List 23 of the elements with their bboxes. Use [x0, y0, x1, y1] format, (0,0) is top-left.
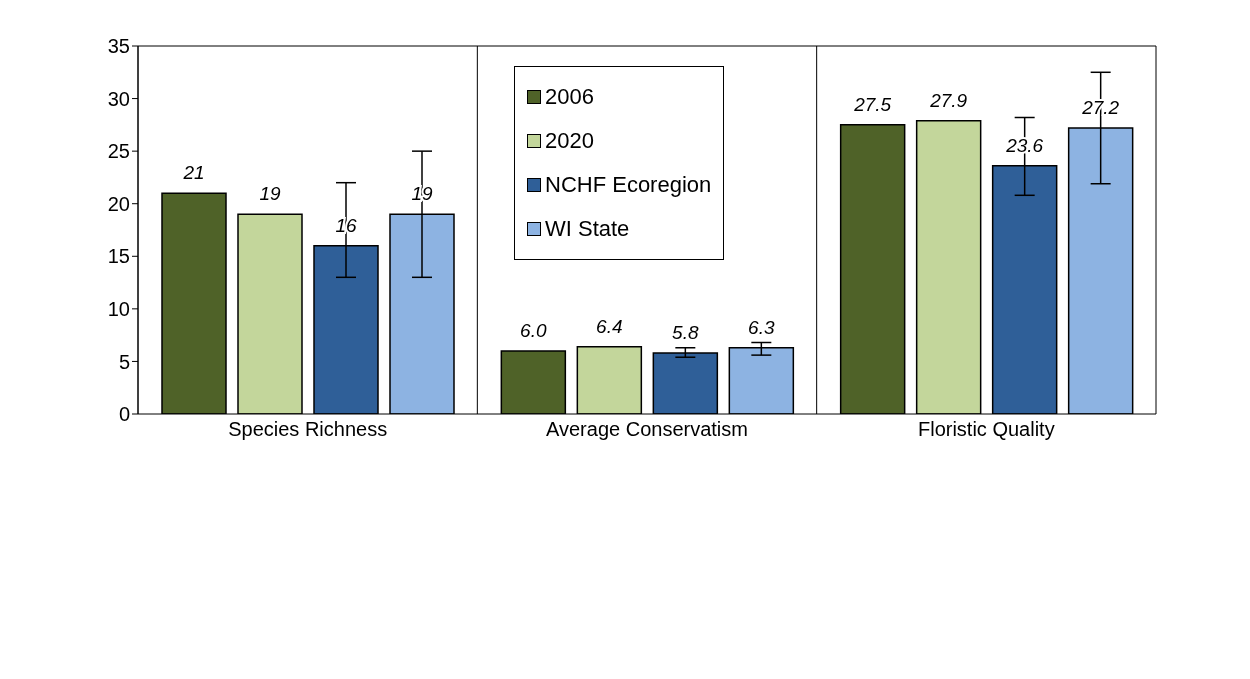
x-tick-label: Species Richness: [228, 418, 388, 441]
y-tick-label: 10: [107, 297, 130, 320]
data-label: 6.4: [596, 315, 623, 337]
y-tick-label: 35: [107, 35, 130, 58]
x-tick-label: Average Conservatism: [546, 418, 748, 441]
data-label: 27.5: [853, 93, 892, 115]
y-tick-label: 20: [107, 192, 130, 215]
y-tick-label: 5: [118, 350, 130, 373]
data-label: 21: [182, 162, 205, 184]
legend-label: 2020: [545, 128, 594, 154]
y-tick-label: 30: [107, 87, 130, 110]
data-label: 5.8: [672, 322, 699, 344]
legend-label: 2006: [545, 84, 594, 110]
x-tick-label: Floristic Quality: [917, 418, 1055, 441]
y-tick-label: 0: [118, 403, 130, 426]
data-label: 6.3: [748, 316, 775, 338]
data-label: 27.9: [929, 89, 968, 111]
data-label: 6.0: [520, 319, 547, 341]
data-label: 19: [259, 183, 281, 205]
y-tick-label: 15: [107, 245, 130, 268]
legend-label: WI State: [545, 216, 630, 242]
legend-label: NCHF Ecoregion: [545, 172, 712, 198]
y-tick-label: 25: [107, 140, 130, 163]
